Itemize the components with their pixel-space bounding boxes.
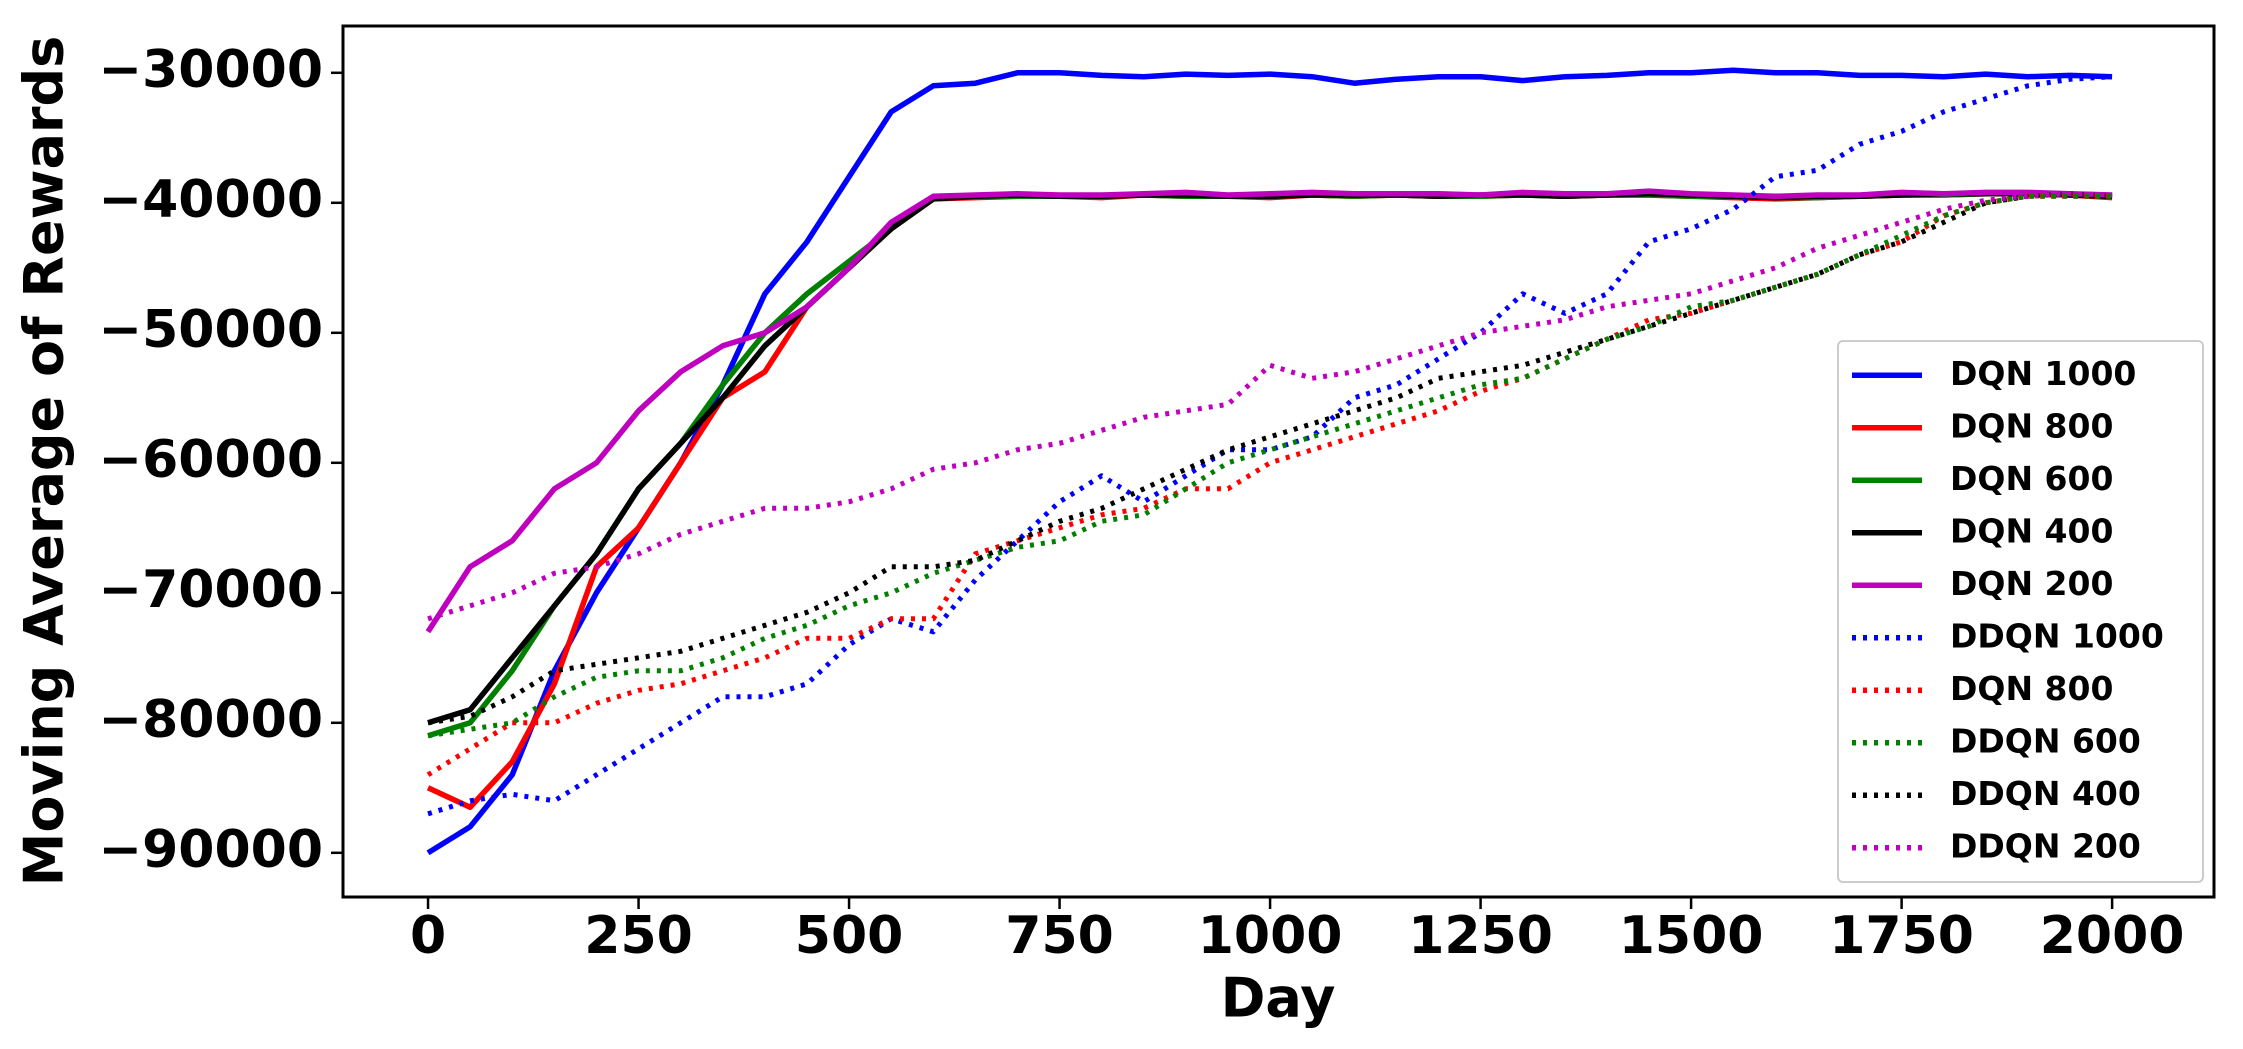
x-axis-label: Day — [1221, 967, 1336, 1030]
x-tick-label: 0 — [410, 906, 446, 966]
legend-label: DQN 800 — [1950, 669, 2113, 708]
legend-label: DDQN 400 — [1950, 774, 2141, 813]
x-tick-label: 1500 — [1619, 906, 1764, 966]
y-tick-label: −90000 — [99, 820, 323, 880]
x-tick-label: 1250 — [1408, 906, 1553, 966]
series-line — [427, 191, 2113, 726]
y-tick-label: −30000 — [99, 40, 323, 100]
y-tick-label: −50000 — [99, 300, 323, 360]
y-tick-label: −80000 — [99, 690, 323, 750]
legend-box — [1837, 340, 2204, 883]
x-tick-label: 750 — [1005, 906, 1114, 966]
y-tick-label: −40000 — [99, 170, 323, 230]
x-tick-label: 1750 — [1829, 906, 1974, 966]
series-line — [427, 191, 2113, 622]
x-tick-label: 250 — [584, 906, 693, 966]
y-axis-label: Moving Average of Rewards — [13, 36, 76, 887]
legend-label: DQN 600 — [1950, 459, 2113, 498]
legend-label: DQN 800 — [1950, 406, 2113, 445]
y-tick-label: −60000 — [99, 430, 323, 490]
legend-label: DQN 1000 — [1950, 354, 2136, 393]
legend: DQN 1000 DQN 800 DQN 600 DQN 400 DQN 200 DDQN… — [1837, 340, 2204, 883]
x-tick-label: 500 — [795, 906, 904, 966]
series-line — [425, 188, 2113, 634]
legend-label: DQN 400 — [1950, 511, 2113, 550]
legend-label: DQN 200 — [1950, 564, 2113, 603]
legend-label: DDQN 1000 — [1950, 616, 2164, 655]
plot-frame — [341, 24, 2216, 899]
x-tick-label: 2000 — [2040, 906, 2185, 966]
y-tick-label: −70000 — [99, 560, 323, 620]
legend-label: DDQN 600 — [1950, 721, 2141, 760]
legend-label: DDQN 200 — [1950, 826, 2141, 865]
series-line — [427, 74, 2113, 817]
x-tick-label: 1000 — [1198, 906, 1343, 966]
